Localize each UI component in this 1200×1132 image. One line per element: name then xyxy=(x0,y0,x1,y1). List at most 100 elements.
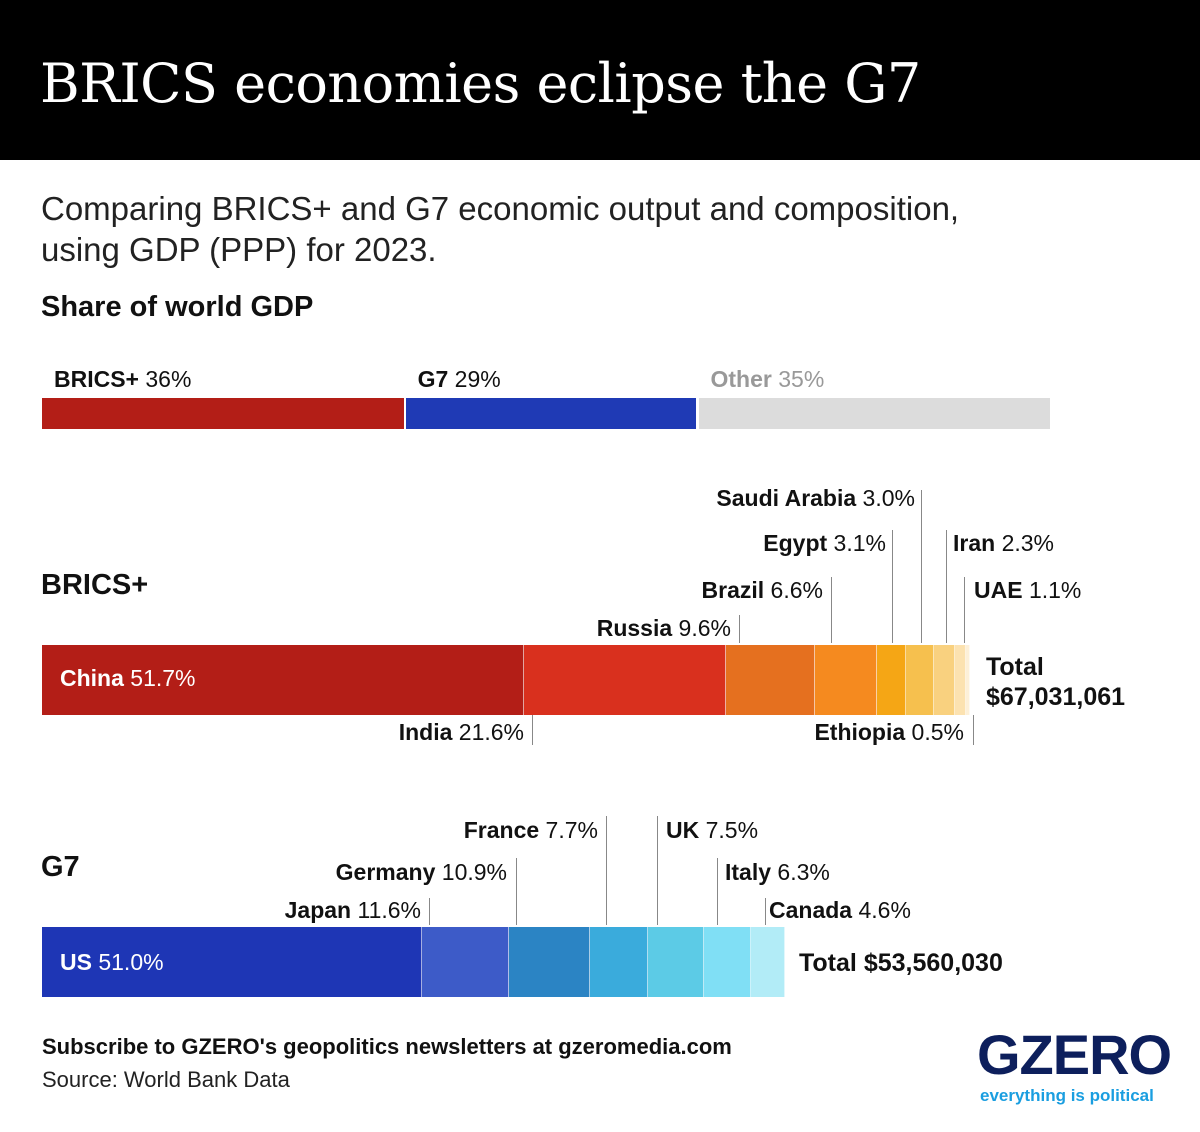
leader-line xyxy=(921,490,922,643)
bar-label: G7 29% xyxy=(418,365,501,393)
label-name: China xyxy=(60,665,124,691)
g7-total-label: Total xyxy=(799,949,857,977)
label-name: Russia xyxy=(596,615,673,641)
label-name: Canada xyxy=(769,897,853,923)
label-name: France xyxy=(463,817,540,843)
bar-segment xyxy=(877,645,906,715)
label-name: India xyxy=(398,719,453,745)
leader-line xyxy=(892,530,893,643)
bar-label: US 51.0% xyxy=(60,948,164,976)
g7-total: Total $53,560,030 xyxy=(799,948,1003,978)
bar-segment xyxy=(590,927,648,997)
leader-line xyxy=(831,577,832,643)
label-value: 2.3% xyxy=(995,530,1055,556)
page-title: BRICS economies eclipse the G7 xyxy=(40,52,921,115)
bar-label: UAE 1.1% xyxy=(974,576,1081,604)
bar-segment xyxy=(933,645,956,715)
bar-segment xyxy=(524,645,726,715)
label-name: UK xyxy=(666,817,700,843)
leader-line xyxy=(606,816,607,925)
label-name: Ethiopia xyxy=(814,719,906,745)
leader-line xyxy=(717,858,718,925)
label-value: 3.0% xyxy=(856,485,915,511)
brics-total: Total $67,031,061 xyxy=(986,652,1125,712)
label-name: Brazil xyxy=(701,577,765,603)
label-value: 4.6% xyxy=(852,897,911,923)
bar-label: Iran 2.3% xyxy=(953,529,1054,557)
label-value: 51.0% xyxy=(91,949,164,975)
label-value: 11.6% xyxy=(351,897,421,923)
label-value: 3.1% xyxy=(827,530,886,556)
g7-total-value: $53,560,030 xyxy=(863,949,1003,977)
label-value: 0.5% xyxy=(905,719,964,745)
leader-line xyxy=(739,615,740,643)
bar-label: China 51.7% xyxy=(60,664,196,692)
label-value: 6.6% xyxy=(764,577,823,603)
share-segment xyxy=(42,398,406,429)
leader-line xyxy=(657,816,658,925)
label-value: 10.9% xyxy=(435,859,507,885)
bar-segment xyxy=(725,645,816,715)
label-value: 6.3% xyxy=(771,859,830,885)
subscribe-text[interactable]: Subscribe to GZERO's geopolitics newslet… xyxy=(42,1034,732,1059)
label-name: Other xyxy=(710,366,772,392)
gzero-logo: GZERO xyxy=(977,1023,1172,1086)
label-value: 7.5% xyxy=(699,817,759,843)
label-name: Japan xyxy=(284,897,352,923)
bar-segment xyxy=(750,927,785,997)
label-value: 9.6% xyxy=(672,615,731,641)
header-bar: BRICS economies eclipse the G7 xyxy=(0,0,1200,160)
label-value: 29% xyxy=(448,366,501,392)
bar-segment xyxy=(965,645,971,715)
leader-line xyxy=(532,715,533,745)
leader-line xyxy=(946,530,947,643)
label-name: US xyxy=(60,949,92,975)
label-name: Italy xyxy=(725,859,772,885)
share-chart-title: Share of world GDP xyxy=(41,291,314,323)
label-name: Saudi Arabia xyxy=(716,485,857,511)
leader-line xyxy=(964,577,965,643)
bar-segment xyxy=(905,645,934,715)
source-text: Source: World Bank Data xyxy=(42,1067,290,1092)
label-name: Iran xyxy=(953,530,996,556)
label-value: 36% xyxy=(139,366,192,392)
bar-label: Russia 9.6% xyxy=(597,614,731,642)
label-value: 21.6% xyxy=(452,719,524,745)
leader-line xyxy=(973,715,974,745)
bar-label: Egypt 3.1% xyxy=(763,529,886,557)
bar-segment xyxy=(422,927,509,997)
logo-tagline: everything is political xyxy=(980,1086,1154,1105)
bar-label: France 7.7% xyxy=(464,816,598,844)
label-name: BRICS+ xyxy=(54,366,139,392)
bar-label: Ethiopia 0.5% xyxy=(814,718,964,746)
bar-label: Germany 10.9% xyxy=(336,858,507,886)
leader-line xyxy=(429,898,430,925)
label-value: 7.7% xyxy=(539,817,598,843)
bar-label: BRICS+ 36% xyxy=(54,365,191,393)
bar-segment xyxy=(42,645,525,715)
bar-label: Brazil 6.6% xyxy=(702,576,823,604)
label-value: 35% xyxy=(771,366,825,392)
bar-segment xyxy=(703,927,751,997)
leader-line xyxy=(516,858,517,925)
bar-label: Saudi Arabia 3.0% xyxy=(716,484,915,512)
bar-label: India 21.6% xyxy=(399,718,524,746)
bar-label: UK 7.5% xyxy=(666,816,758,844)
label-value: 51.7% xyxy=(123,665,196,691)
bar-segment xyxy=(815,645,878,715)
bar-segment xyxy=(647,927,704,997)
bar-segment xyxy=(955,645,966,715)
bar-segment xyxy=(42,927,423,997)
brics-total-label: Total xyxy=(986,653,1044,681)
subtitle: Comparing BRICS+ and G7 economic output … xyxy=(41,190,960,268)
g7-chart-title: G7 xyxy=(41,851,80,883)
bar-label: Other 35% xyxy=(711,365,825,393)
leader-line xyxy=(765,898,766,925)
label-name: Germany xyxy=(335,859,436,885)
share-segment xyxy=(405,398,699,429)
label-name: G7 xyxy=(417,366,449,392)
bar-label: Canada 4.6% xyxy=(769,896,911,924)
share-segment xyxy=(698,398,1052,429)
label-name: UAE xyxy=(974,577,1023,603)
bar-label: Japan 11.6% xyxy=(285,896,421,924)
